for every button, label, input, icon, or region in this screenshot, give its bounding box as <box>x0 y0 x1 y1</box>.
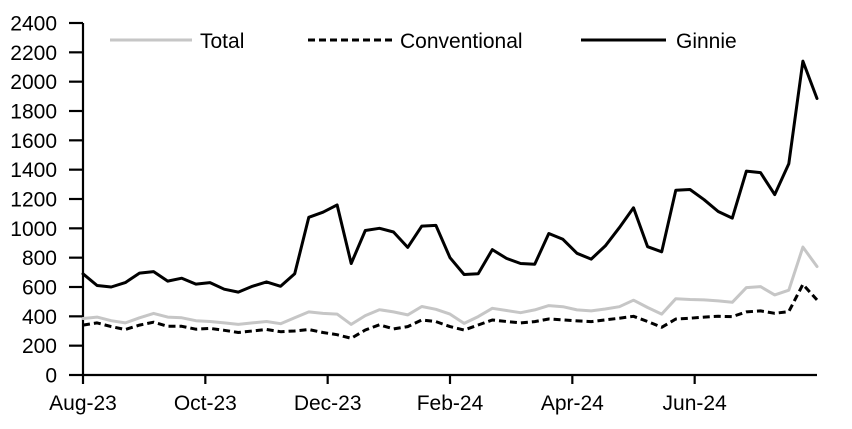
y-axis-tick-label: 0 <box>45 365 57 388</box>
y-axis-tick-label: 400 <box>22 306 57 329</box>
y-axis-tick-label: 2000 <box>10 71 57 94</box>
x-axis-tick-label: Aug-23 <box>49 392 117 415</box>
y-axis-tick-label: 800 <box>22 247 57 270</box>
y-axis-tick-label: 1200 <box>10 189 57 212</box>
y-axis-tick-label: 2200 <box>10 42 57 65</box>
y-axis-tick-label: 2400 <box>10 13 57 36</box>
legend-label-conventional: Conventional <box>400 30 523 53</box>
y-axis-tick-label: 1800 <box>10 101 57 124</box>
x-axis-tick-label: Oct-23 <box>174 392 237 415</box>
x-axis-tick-label: Feb-24 <box>417 392 484 415</box>
legend-label-ginnie: Ginnie <box>676 30 737 53</box>
x-axis-tick-label: Apr-24 <box>541 392 604 415</box>
y-axis-tick-label: 1600 <box>10 130 57 153</box>
x-axis-tick-label: Jun-24 <box>663 392 728 415</box>
y-axis-tick-label: 200 <box>22 335 57 358</box>
legend-label-total: Total <box>200 30 244 53</box>
series-line-ginnie <box>81 59 819 294</box>
y-axis-tick-label: 1400 <box>10 159 57 182</box>
x-axis-tick-label: Dec-23 <box>294 392 362 415</box>
y-axis-tick-label: 1000 <box>10 218 57 241</box>
y-axis-tick-label: 600 <box>22 277 57 300</box>
series-line-total <box>81 245 819 326</box>
series-line-conventional <box>82 282 819 340</box>
